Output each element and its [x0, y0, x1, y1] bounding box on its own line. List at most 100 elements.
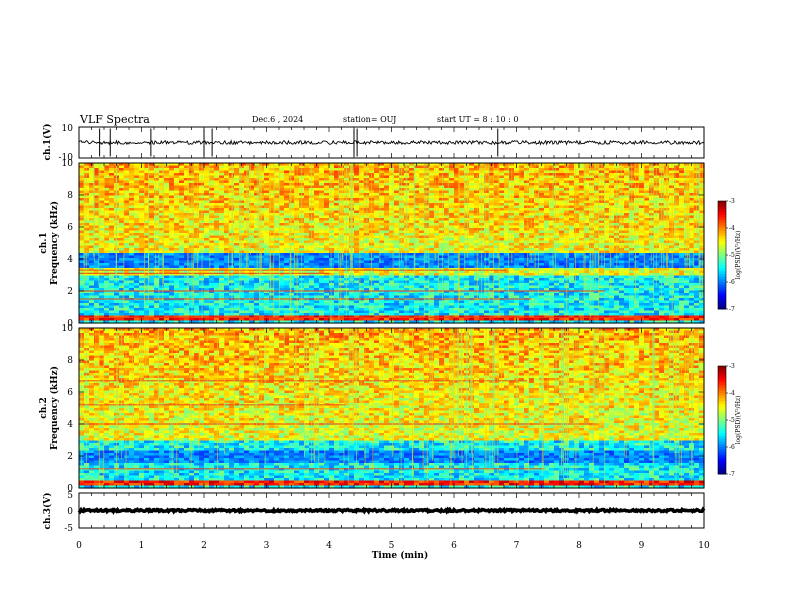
heatmap-cell	[389, 188, 395, 192]
heatmap-cell	[99, 210, 105, 214]
heatmap-cell	[639, 180, 645, 184]
heatmap-cell	[139, 170, 145, 174]
heatmap-cell	[204, 233, 210, 237]
heatmap-cell	[569, 238, 575, 242]
heatmap-cell	[689, 175, 695, 179]
heatmap-cell	[414, 180, 420, 184]
heatmap-cell	[209, 163, 215, 167]
heatmap-cell	[334, 235, 340, 239]
heatmap-cell	[94, 203, 100, 207]
heatmap-cell	[214, 188, 220, 192]
heatmap-cell	[249, 208, 255, 212]
heatmap-cell	[239, 195, 245, 199]
heatmap-cell	[374, 188, 380, 192]
heatmap-cell	[184, 173, 190, 177]
heatmap-cell	[469, 230, 475, 234]
heatmap-cell	[204, 230, 210, 234]
heatmap-cell	[154, 250, 160, 254]
heatmap-cell	[79, 218, 85, 222]
heatmap-cell	[434, 243, 440, 247]
heatmap-cell	[689, 205, 695, 209]
heatmap-cell	[569, 215, 575, 219]
heatmap-cell	[284, 163, 290, 167]
heatmap-cell	[604, 248, 610, 252]
heatmap-cell	[609, 205, 615, 209]
heatmap-cell	[134, 205, 140, 209]
heatmap-cell	[324, 238, 330, 242]
heatmap-cell	[109, 240, 115, 244]
heatmap-cell	[424, 170, 430, 174]
heatmap-cell	[654, 173, 660, 177]
heatmap-cell	[464, 180, 470, 184]
heatmap-cell	[174, 193, 180, 197]
heatmap-cell	[99, 205, 105, 209]
heatmap-cell	[94, 190, 100, 194]
heatmap-cell	[619, 195, 625, 199]
heatmap-cell	[89, 198, 95, 202]
heatmap-cell	[134, 250, 140, 254]
heatmap-cell	[639, 235, 645, 239]
heatmap-cell	[84, 178, 90, 182]
heatmap-cell	[234, 190, 240, 194]
heatmap-cell	[559, 218, 565, 222]
heatmap-cell	[504, 245, 510, 249]
heatmap-cell	[434, 223, 440, 227]
heatmap-cell	[124, 240, 130, 244]
heatmap-cell	[314, 208, 320, 212]
heatmap-cell	[639, 228, 645, 232]
heatmap-cell	[394, 165, 400, 169]
heatmap-cell	[284, 175, 290, 179]
heatmap-cell	[94, 188, 100, 192]
heatmap-cell	[144, 250, 150, 254]
heatmap-cell	[524, 200, 530, 204]
heatmap-cell	[149, 225, 155, 229]
heatmap-cell	[474, 223, 480, 227]
heatmap-cell	[429, 200, 435, 204]
heatmap-cell	[689, 218, 695, 222]
heatmap-cell	[459, 183, 465, 187]
heatmap-cell	[474, 230, 480, 234]
heatmap-cell	[264, 233, 270, 237]
heatmap-cell	[414, 190, 420, 194]
heatmap-cell	[224, 200, 230, 204]
heatmap-cell	[519, 208, 525, 212]
heatmap-cell	[464, 210, 470, 214]
heatmap-cell	[334, 198, 340, 202]
heatmap-cell	[559, 248, 565, 252]
heatmap-cell	[84, 245, 90, 249]
heatmap-cell	[109, 238, 115, 242]
heatmap-cell	[204, 203, 210, 207]
heatmap-cell	[204, 175, 210, 179]
heatmap-cell	[194, 175, 200, 179]
heatmap-cell	[159, 230, 165, 234]
heatmap-cell	[679, 243, 685, 247]
heatmap-cell	[569, 178, 575, 182]
heatmap-cell	[584, 170, 590, 174]
heatmap-cell	[529, 243, 535, 247]
heatmap-cell	[119, 183, 125, 187]
heatmap-cell	[89, 180, 95, 184]
heatmap-cell	[594, 243, 600, 247]
heatmap-cell	[544, 230, 550, 234]
heatmap-cell	[339, 165, 345, 169]
heatmap-cell	[249, 178, 255, 182]
heatmap-cell	[169, 215, 175, 219]
heatmap-cell	[224, 178, 230, 182]
heatmap-cell	[384, 178, 390, 182]
heatmap-cell	[619, 235, 625, 239]
heatmap-cell	[489, 203, 495, 207]
heatmap-cell	[584, 203, 590, 207]
heatmap-cell	[619, 173, 625, 177]
heatmap-cell	[329, 213, 335, 217]
heatmap-cell	[554, 200, 560, 204]
heatmap-cell	[249, 180, 255, 184]
heatmap-cell	[569, 208, 575, 212]
heatmap-cell	[554, 238, 560, 242]
heatmap-cell	[424, 215, 430, 219]
heatmap-cell	[679, 240, 685, 244]
heatmap-cell	[89, 243, 95, 247]
heatmap-cell	[584, 200, 590, 204]
heatmap-cell	[439, 180, 445, 184]
heatmap-cell	[674, 190, 680, 194]
heatmap-cell	[99, 198, 105, 202]
